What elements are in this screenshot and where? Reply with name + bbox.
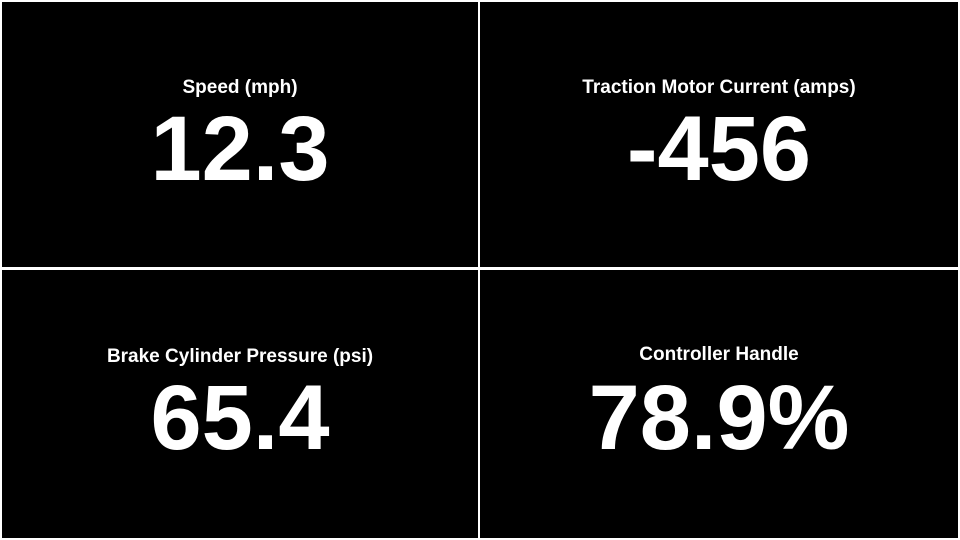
speed-panel: Speed (mph) 12.3 xyxy=(2,2,478,267)
traction-motor-current-value: -456 xyxy=(626,98,812,200)
speed-label: Speed (mph) xyxy=(182,77,298,98)
brake-cylinder-pressure-value: 65.4 xyxy=(150,367,330,469)
speed-value: 12.3 xyxy=(150,98,330,200)
brake-cylinder-pressure-label: Brake Cylinder Pressure (psi) xyxy=(106,346,374,367)
brake-cylinder-pressure-panel: Brake Cylinder Pressure (psi) 65.4 xyxy=(2,270,478,538)
controller-handle-panel: Controller Handle 78.9% xyxy=(480,270,958,538)
traction-motor-current-panel: Traction Motor Current (amps) -456 xyxy=(480,2,958,267)
controller-handle-value: 78.9% xyxy=(588,367,850,469)
traction-motor-current-label: Traction Motor Current (amps) xyxy=(582,77,856,98)
controller-handle-label: Controller Handle xyxy=(639,344,799,365)
